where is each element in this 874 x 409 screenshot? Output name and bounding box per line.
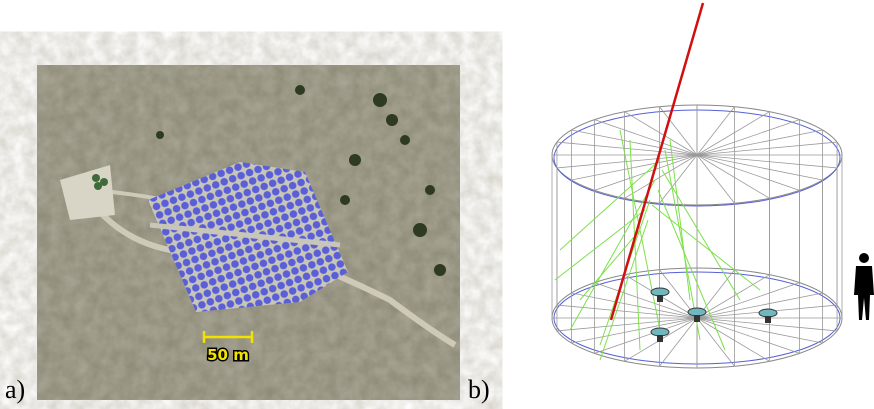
person-silhouette bbox=[854, 253, 874, 320]
pmt bbox=[651, 328, 669, 336]
panel-label: a) bbox=[5, 375, 25, 404]
cherenkov-ray bbox=[662, 170, 740, 300]
pmt-base bbox=[765, 316, 771, 323]
pmt bbox=[651, 288, 669, 296]
spoke bbox=[697, 107, 735, 155]
spoke bbox=[697, 318, 735, 366]
scale-bar-label: 50 m bbox=[207, 346, 249, 364]
detector-diagram bbox=[552, 3, 842, 368]
cherenkov-ray bbox=[658, 190, 725, 350]
cherenkov-ray bbox=[580, 230, 640, 300]
figure: 50 m a) b) bbox=[0, 0, 874, 409]
spoke bbox=[557, 142, 697, 155]
cherenkov-ray bbox=[670, 140, 690, 300]
spoke bbox=[697, 155, 837, 168]
pmt bbox=[759, 309, 777, 317]
spoke bbox=[659, 155, 697, 203]
pmt-base bbox=[657, 335, 663, 342]
spoke bbox=[659, 318, 697, 366]
spoke bbox=[697, 142, 837, 155]
aerial-photo: 50 m bbox=[37, 65, 460, 400]
spoke bbox=[697, 155, 735, 203]
spoke bbox=[557, 318, 697, 331]
panel-label: b) bbox=[468, 375, 490, 404]
pmt bbox=[688, 308, 706, 316]
cherenkov-ray bbox=[600, 220, 648, 360]
pmt-base bbox=[694, 315, 700, 322]
pmt-base bbox=[657, 295, 663, 302]
cherenkov-ray bbox=[652, 205, 760, 290]
